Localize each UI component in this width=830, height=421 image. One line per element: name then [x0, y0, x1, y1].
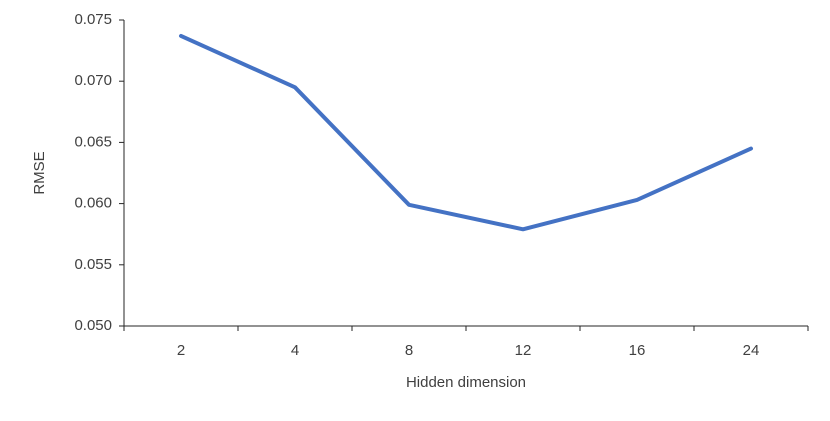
x-tick-label: 12 — [515, 342, 532, 359]
y-tick-label: 0.075 — [74, 11, 112, 28]
data-line — [179, 33, 753, 232]
y-tick-label: 0.065 — [74, 133, 112, 150]
y-tick-label: 0.050 — [74, 317, 112, 334]
x-tick-label: 8 — [405, 342, 413, 359]
y-tick-label: 0.055 — [74, 256, 112, 273]
y-tick-label: 0.070 — [74, 72, 112, 89]
y-tick-label: 0.060 — [74, 195, 112, 212]
x-axis-label: Hidden dimension — [406, 374, 526, 391]
y-axis-label: RMSE — [31, 151, 48, 194]
x-tick-label: 16 — [629, 342, 646, 359]
x-tick-label: 4 — [291, 342, 299, 359]
x-tick-label: 2 — [177, 342, 185, 359]
x-tick-label: 24 — [743, 342, 760, 359]
